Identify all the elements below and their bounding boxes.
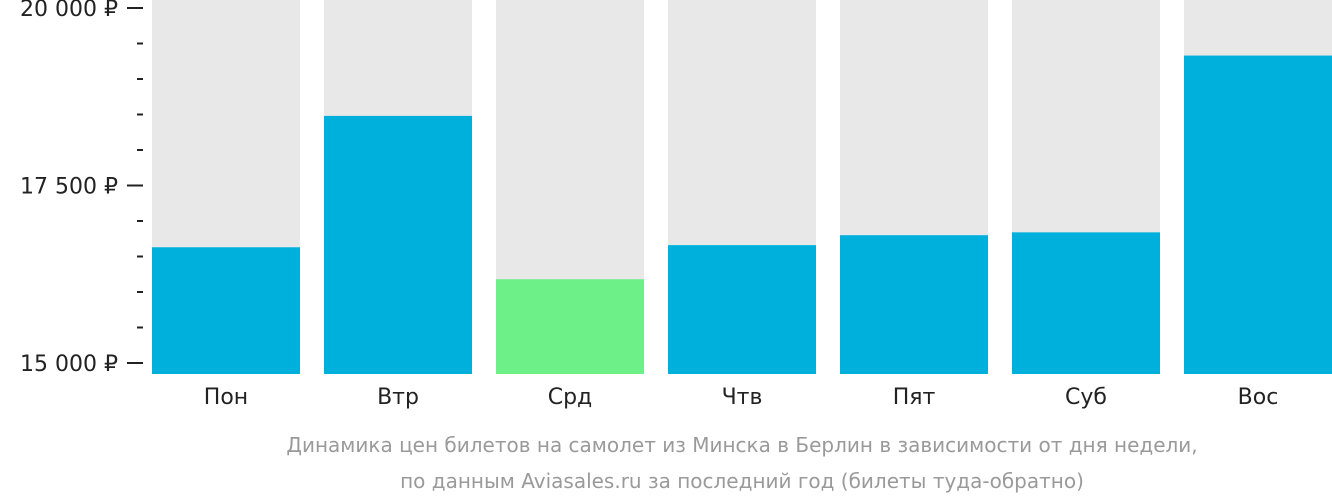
y-tick-label-2: 17 500 ₽ [20, 175, 118, 200]
bar-5 [840, 235, 988, 374]
chart-caption-line-2: по данным Aviasales.ru за последний год … [400, 469, 1084, 493]
x-tick-label-7: Вос [1238, 385, 1279, 410]
y-tick-label-1: 15 000 ₽ [20, 352, 118, 377]
x-tick-label-5: Пят [893, 385, 936, 410]
x-tick-label-3: Срд [548, 385, 593, 410]
chart-caption-line-1: Динамика цен билетов на самолет из Минск… [286, 433, 1197, 457]
x-tick-label-2: Втр [377, 385, 419, 410]
bar-1 [152, 247, 300, 374]
bar-6 [1012, 232, 1160, 374]
bar-7 [1184, 55, 1332, 374]
x-tick-label-6: Суб [1065, 385, 1107, 410]
x-tick-label-4: Чтв [722, 385, 763, 410]
y-axis: 15 000 ₽ 17 500 ₽ 20 000 ₽ [20, 0, 143, 377]
x-axis: Пон Втр Срд Чтв Пят Суб Вос [204, 385, 1279, 410]
y-tick-label-3: 20 000 ₽ [20, 0, 118, 22]
bars [152, 0, 1332, 375]
bar-2 [324, 115, 472, 375]
bar-4 [668, 245, 816, 374]
x-tick-label-1: Пон [204, 385, 248, 410]
bar-3 [496, 279, 644, 374]
